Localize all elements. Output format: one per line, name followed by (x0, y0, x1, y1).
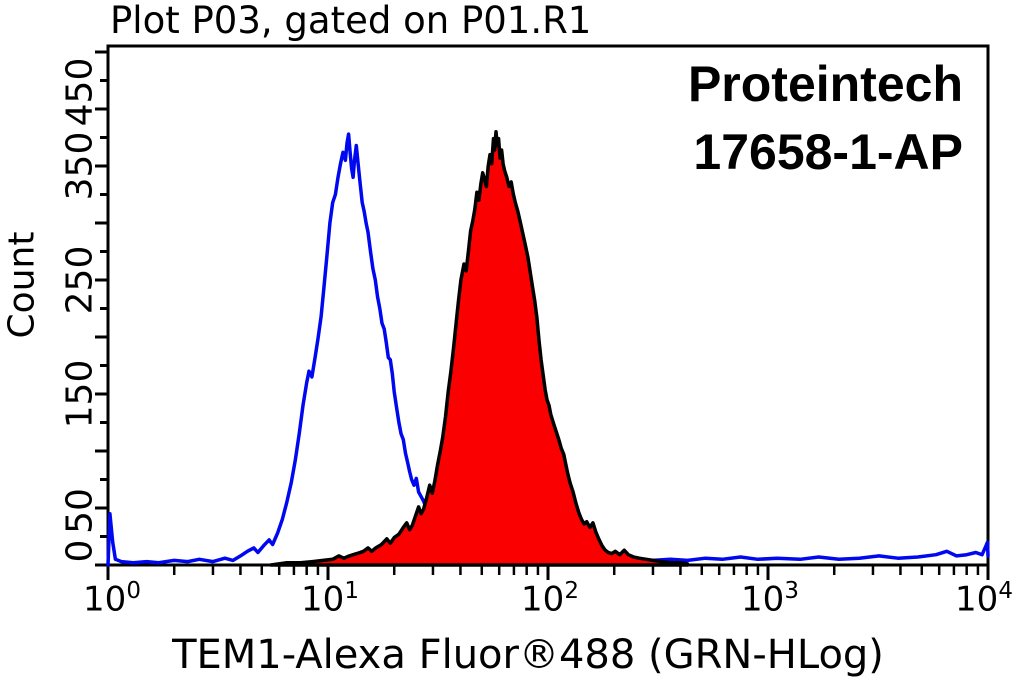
x-tick-label-1000: 103 (741, 578, 799, 619)
plot-title: Plot P03, gated on P01.R1 (110, 0, 592, 42)
x-tick-exponent: 2 (564, 578, 579, 604)
x-tick-base: 10 (83, 579, 127, 620)
annotation-catalog-number: 17658-1-AP (693, 124, 963, 180)
x-tick-label-1: 100 (83, 578, 141, 619)
x-tick-base: 10 (955, 579, 999, 620)
y-tick-label-0: 0 (59, 539, 101, 563)
x-tick-label-10: 101 (301, 578, 359, 619)
x-tick-label-10000: 104 (955, 578, 1013, 619)
y-tick-label-450: 450 (59, 57, 101, 127)
x-tick-exponent: 4 (998, 578, 1013, 604)
y-tick-label-150: 150 (59, 359, 101, 429)
y-tick-label-50: 50 (59, 488, 101, 534)
x-tick-base: 10 (521, 579, 565, 620)
y-tick-label-250: 250 (59, 245, 101, 315)
x-tick-base: 10 (741, 579, 785, 620)
annotation-block: Proteintech 17658-1-AP (688, 50, 963, 186)
y-axis-title: Count (1, 231, 43, 339)
x-tick-exponent: 3 (784, 578, 799, 604)
y-tick-label-350: 350 (59, 131, 101, 201)
x-tick-base: 10 (301, 579, 345, 620)
x-tick-exponent: 0 (126, 578, 141, 604)
x-tick-label-100: 102 (521, 578, 579, 619)
tem1-red-filled-curve (269, 130, 690, 567)
annotation-brand: Proteintech (687, 56, 963, 112)
x-tick-exponent: 1 (344, 578, 359, 604)
x-axis-title: TEM1-Alexa Fluor®488 (GRN-HLog) (172, 632, 884, 678)
control-blue-outline-curve (106, 132, 990, 567)
